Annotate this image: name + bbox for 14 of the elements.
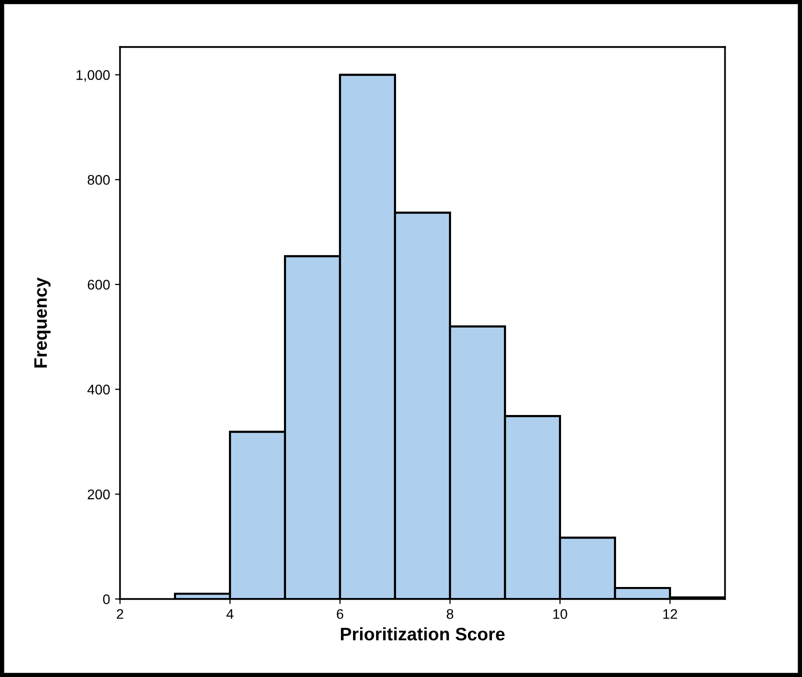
x-tick-label: 12 [663,609,678,619]
y-tick-label: 800 [88,174,110,185]
x-tick-label: 8 [446,609,454,619]
x-tick-label: 2 [116,609,124,619]
y-tick-label: 0 [103,594,110,604]
y-tick-label: 400 [87,384,110,394]
y-tick-label: 1,000 [76,70,110,82]
x-tick-label: 10 [553,609,568,619]
y-tick-label: 600 [88,280,110,290]
y-axis-title: Frequency [34,277,51,368]
y-tick-label: 200 [88,489,110,500]
x-tick-label: 4 [226,609,234,619]
x-axis-title: Prioritization Score [340,627,505,640]
x-tick-label: 6 [336,609,344,619]
